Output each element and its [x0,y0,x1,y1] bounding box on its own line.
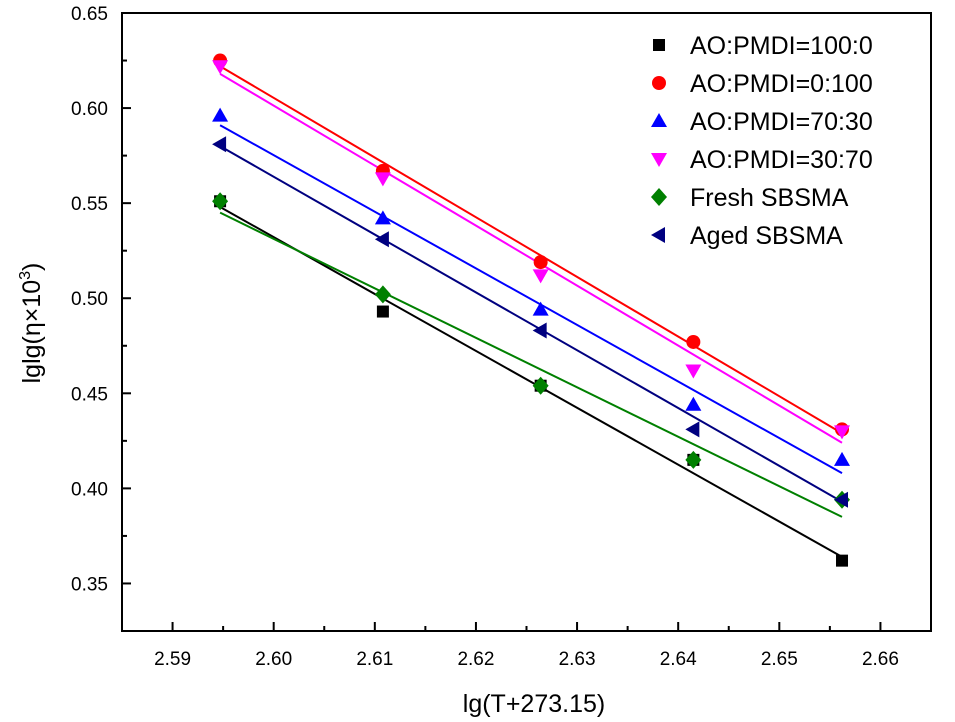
data-point-circle [686,334,701,349]
y-tick-label: 0.55 [71,194,108,215]
legend-marker-square [653,39,665,51]
legend-marker-triangle-down [651,153,667,167]
fit-line-square [219,206,843,558]
legend-label: AO:PMDI=0:100 [690,70,873,98]
y-tick-label: 0.65 [71,4,108,25]
legend-label: Aged SBSMA [690,222,843,250]
data-point-triangle-left [834,491,849,508]
y-tick-label: 0.50 [71,289,108,310]
legend-label: AO:PMDI=30:70 [690,146,873,174]
data-point-triangle-up [532,301,549,316]
x-tick-label: 2.59 [154,649,191,670]
y-tick-label: 0.40 [71,479,108,500]
data-point-triangle-down [685,364,702,379]
data-point-triangle-left [685,421,700,438]
data-point-triangle-up [685,396,702,411]
data-points [212,53,851,567]
x-tick-label: 2.64 [660,649,697,670]
legend-marker-circle [652,76,666,90]
legend-label: Fresh SBSMA [690,184,849,212]
data-point-triangle-up [374,210,391,225]
data-point-triangle-down [834,425,851,440]
y-axis-title: lglg(η×103) [17,263,46,384]
fit-line-triangle-left [219,145,843,503]
legend-label: AO:PMDI=100:0 [690,32,873,60]
data-point-triangle-up [212,107,229,122]
data-point-triangle-up [834,451,851,466]
data-point-triangle-left [212,136,227,153]
fit-line-triangle-up [219,124,843,475]
y-tick-label: 0.35 [71,574,108,595]
legend-label: AO:PMDI=70:30 [690,108,873,136]
fit-line-triangle-down [219,72,843,444]
data-point-square [376,305,389,318]
y-tick-label: 0.60 [71,99,108,120]
data-point-diamond [685,450,702,469]
data-point-diamond [212,192,229,211]
x-tick-label: 2.63 [559,649,596,670]
data-point-triangle-left [374,231,389,248]
axis-ticks: 2.59 2.60 2.61 2.62 2.63 2.64 2.65 2.66 0.35 0.40… [71,4,899,670]
data-point-triangle-left [532,322,547,339]
fit-line-circle [219,65,843,435]
data-point-diamond [374,285,391,304]
data-point-triangle-down [374,172,391,187]
data-point-triangle-down [212,60,229,75]
legend: AO:PMDI=100:0 AO:PMDI=0:100 AO:PMDI=70:30 A… [651,32,873,250]
data-point-circle [533,255,548,270]
data-point-square [836,554,849,567]
y-tick-label: 0.45 [71,384,108,405]
data-point-diamond [532,376,549,395]
x-tick-label: 2.65 [761,649,798,670]
y-axis-title-sup: 3 [17,271,34,280]
x-tick-label: 2.60 [255,649,292,670]
x-tick-label: 2.66 [862,649,899,670]
x-tick-label: 2.62 [457,649,494,670]
fit-lines [219,65,843,558]
data-point-triangle-down [532,269,549,284]
legend-marker-triangle-left [651,227,665,243]
x-axis-title: lg(T+273.15) [463,690,605,718]
y-axis-title-main: lglg(η×10 [18,280,46,384]
x-tick-label: 2.61 [356,649,393,670]
y-axis-title-close: ) [18,263,46,271]
legend-marker-triangle-up [651,113,667,127]
fit-line-diamond [219,211,843,518]
legend-marker-diamond [651,188,667,206]
